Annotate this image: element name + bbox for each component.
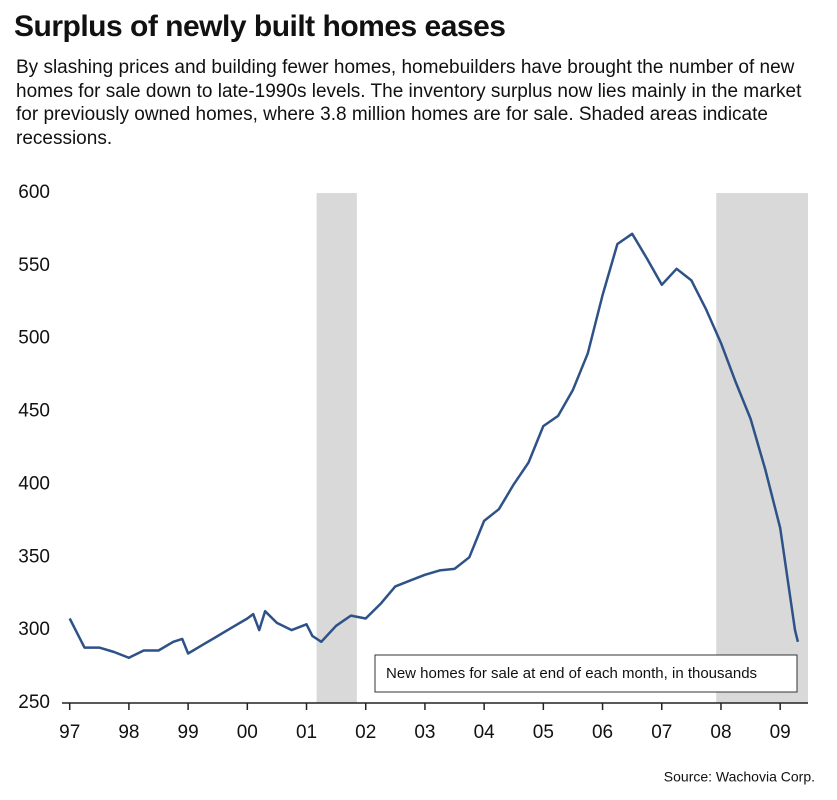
y-tick-label: 450	[18, 401, 50, 422]
y-tick-label: 400	[18, 473, 50, 494]
data-line	[68, 232, 800, 660]
note-box	[374, 654, 798, 693]
x-tick-label: 97	[59, 722, 80, 743]
x-tick-label: 02	[355, 722, 376, 743]
y-tick-label: 300	[18, 619, 50, 640]
x-tick-label: 06	[592, 722, 613, 743]
x-tick-label: 01	[296, 722, 317, 743]
x-tick-label: 07	[651, 722, 672, 743]
y-tick-label: 600	[18, 182, 50, 203]
x-tick-label: 08	[710, 722, 731, 743]
source: Source: Wachovia Corp.	[664, 769, 815, 785]
subtitle: By slashing prices and building fewer ho…	[16, 57, 802, 149]
x-tick-label: 03	[414, 722, 435, 743]
y-tick-label: 250	[18, 692, 50, 713]
y-tick-label: 350	[18, 546, 50, 567]
x-tick-label: 98	[118, 722, 139, 743]
y-tick-label: 550	[18, 255, 50, 276]
recession-band	[316, 193, 357, 703]
x-tick-label: 09	[770, 722, 791, 743]
y-tick-label: 500	[18, 328, 50, 349]
x-tick-label: 04	[474, 722, 496, 743]
x-tick-label: 05	[533, 722, 554, 743]
note: New homes for sale at end of each month,…	[386, 665, 757, 682]
chart-title: Surplus of newly built homes eases	[14, 10, 506, 43]
x-tick-label: 00	[237, 722, 258, 743]
x-tick-label: 99	[178, 722, 199, 743]
